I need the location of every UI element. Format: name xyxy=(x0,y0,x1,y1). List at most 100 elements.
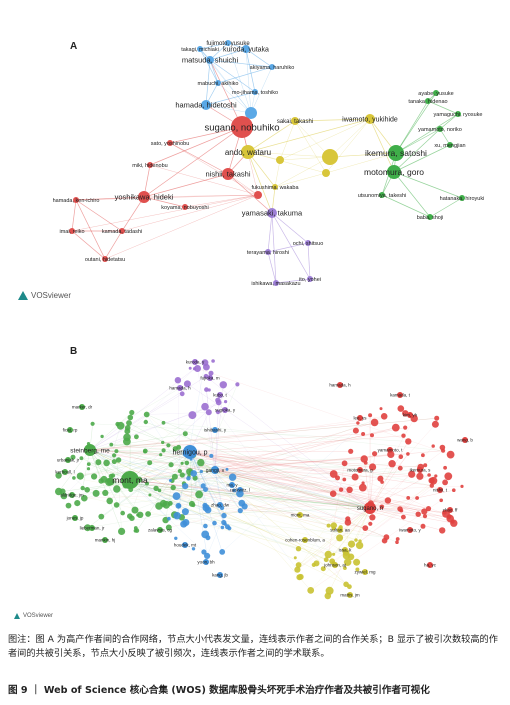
author-node-yamamoto-noriko xyxy=(437,126,443,132)
panel-b-unlabeled-node xyxy=(442,479,448,486)
panel-b-unlabeled-node xyxy=(120,510,125,516)
panel-b-unlabeled-node xyxy=(175,502,182,509)
panel-b-link xyxy=(369,453,375,509)
panel-b-unlabeled-node xyxy=(98,513,105,520)
panel-b-link xyxy=(329,507,371,591)
cited-author-node-hamada-h xyxy=(337,382,343,388)
panel-b-link xyxy=(73,477,88,490)
panel-b-unlabeled-node xyxy=(225,467,229,471)
panel-a-link xyxy=(395,100,429,154)
author-node-kuroda-yutaka xyxy=(242,45,250,53)
panel-b-unlabeled-node xyxy=(90,421,95,426)
panel-b-unlabeled-node xyxy=(293,556,297,560)
cited-author-node-ishibashi-y xyxy=(212,427,218,433)
author-label-sato-yoshinobu: sato, yoshinobu xyxy=(151,141,190,147)
panel-b-link xyxy=(126,437,356,478)
panel-b-link xyxy=(190,458,371,509)
panel-a-link xyxy=(169,142,259,196)
panel-b-unlabeled-node xyxy=(377,475,384,482)
cited-author-label-ha-yc: ha, yc xyxy=(424,563,437,568)
panel-b-link xyxy=(136,451,191,531)
panel-a-unlabeled-node xyxy=(276,156,284,164)
panel-a-link xyxy=(169,126,243,144)
panel-b-link xyxy=(323,507,371,569)
panel-b-link xyxy=(189,451,193,504)
cited-author-label-zhao-dw: zhao, dw xyxy=(211,503,230,508)
panel-a-link xyxy=(209,59,219,84)
panel-b-link xyxy=(214,469,352,557)
panel-b-link xyxy=(189,451,351,453)
cited-author-label-gangji-v: gangji, v xyxy=(206,468,225,474)
cited-author-label-mont-ma: mont, ma xyxy=(291,513,310,518)
cited-author-node-gangji-v xyxy=(211,466,219,474)
panel-b-unlabeled-node xyxy=(80,485,85,491)
cited-author-label-yamamoto-t: yamamoto, t xyxy=(378,448,404,453)
author-node-mabuchi-akihiko xyxy=(215,80,221,86)
panel-b-link xyxy=(170,480,348,519)
panel-b-unlabeled-node xyxy=(166,443,171,448)
panel-a-link xyxy=(199,48,219,84)
panel-b-unlabeled-node xyxy=(192,475,198,481)
panel-b-unlabeled-node xyxy=(147,460,153,466)
author-label-takagi-michiaki: takagi, michiaki xyxy=(181,47,219,53)
panel-b-link xyxy=(189,451,208,556)
panel-b-unlabeled-node xyxy=(194,365,201,372)
panel-b-link xyxy=(89,412,132,451)
panel-b-link xyxy=(189,451,228,527)
panel-b-link xyxy=(177,500,388,516)
panel-b-link xyxy=(103,425,121,480)
author-node-tanaka-hidenao xyxy=(425,98,431,104)
cited-author-node-kerboull-l xyxy=(62,469,68,475)
cited-author-label-kim-yh: kim, yh xyxy=(403,413,418,418)
panel-b-unlabeled-node xyxy=(173,512,181,520)
panel-b-unlabeled-node xyxy=(347,553,355,561)
panel-b-unlabeled-node xyxy=(421,508,428,515)
panel-b-unlabeled-node xyxy=(171,473,178,480)
panel-b-unlabeled-node xyxy=(201,359,209,366)
panel-b-unlabeled-node xyxy=(370,418,379,427)
panel-b-unlabeled-node xyxy=(402,410,409,417)
panel-a-link xyxy=(209,59,273,68)
panel-b-unlabeled-node xyxy=(444,472,453,481)
panel-b-unlabeled-node xyxy=(323,557,329,563)
panel-b-unlabeled-node xyxy=(106,477,115,486)
panel-b-unlabeled-node xyxy=(79,456,84,461)
panel-b-unlabeled-node xyxy=(108,473,114,479)
panel-b-unlabeled-node xyxy=(86,467,91,471)
panel-b-unlabeled-node xyxy=(167,500,173,506)
cited-author-label-sugioka-y: sugioka, y xyxy=(215,408,236,413)
panel-a-link xyxy=(227,173,273,214)
author-label-mabuchi-akihiko: mabuchi, akihiko xyxy=(198,81,239,87)
panel-a-link xyxy=(149,164,259,196)
panel-b-link xyxy=(129,479,170,519)
panel-b-unlabeled-node xyxy=(134,528,140,533)
author-label-ito-yohei: ito, yohei xyxy=(299,277,321,283)
cited-author-node-nishii-t xyxy=(437,487,443,493)
figure-caption: 图注：图 A 为高产作者间的合作网络，节点大小代表发文量，连线表示作者之间的合作… xyxy=(8,634,498,659)
panel-a-link xyxy=(241,126,259,196)
panel-b-unlabeled-node xyxy=(369,463,377,471)
panel-b-link xyxy=(108,480,348,523)
panel-b-link xyxy=(189,451,451,519)
cited-author-node-yamamoto-t xyxy=(387,447,393,453)
panel-b-unlabeled-node xyxy=(159,453,163,457)
panel-a-link xyxy=(104,230,123,260)
panel-b-link xyxy=(347,424,436,523)
panel-b-link xyxy=(129,479,194,506)
panel-a-link xyxy=(143,126,243,198)
panel-b-unlabeled-node xyxy=(195,490,204,499)
panel-b-unlabeled-node xyxy=(415,511,421,517)
panel-b-link xyxy=(96,465,426,494)
panel-b-link xyxy=(129,479,402,511)
panel-b-unlabeled-node xyxy=(148,493,152,497)
panel-a-vosviewer-text: VOSviewer xyxy=(31,291,72,300)
panel-b-unlabeled-node xyxy=(113,485,121,493)
author-label-yoshikawa-hideki: yoshikawa, hideki xyxy=(115,193,174,202)
panel-a-link xyxy=(227,173,259,196)
panel-a-nodes xyxy=(69,40,465,286)
cited-author-node-kubo-t xyxy=(217,392,223,398)
panel-b-unlabeled-node xyxy=(421,453,425,458)
panel-a-link xyxy=(247,151,273,214)
author-node-ando-wataru xyxy=(241,145,255,159)
panel-b-unlabeled-node xyxy=(439,444,446,451)
